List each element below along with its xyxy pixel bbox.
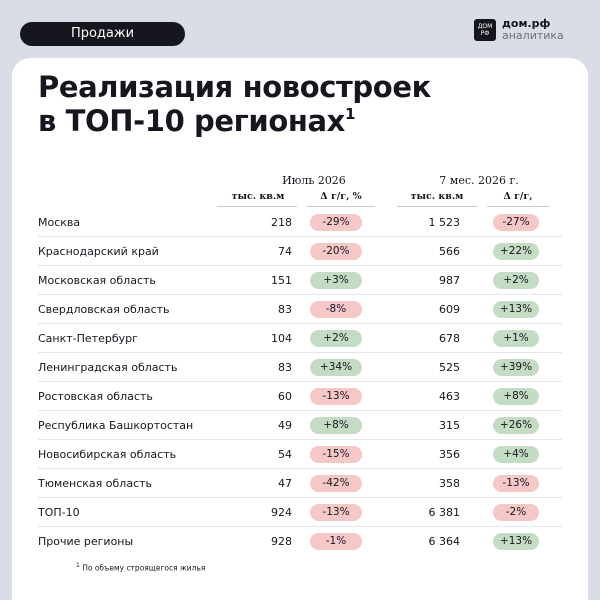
region-name: Краснодарский край xyxy=(38,245,159,258)
ytd-value: 463 xyxy=(439,390,460,403)
title-line1: Реализация новостроек xyxy=(38,70,431,104)
table-row: Московская область 151 +3% 987 +2% xyxy=(12,266,588,295)
table-row: Республика Башкортостан 49 +8% 315 +26% xyxy=(12,411,588,440)
july-value: 60 xyxy=(278,390,292,403)
table-row: Тюменская область 47 -42% 358 -13% xyxy=(12,469,588,498)
ytd-value: 566 xyxy=(439,245,460,258)
july-delta-badge: +2% xyxy=(310,330,362,347)
july-value: 47 xyxy=(278,477,292,490)
brand-logo: ДОМ РФ xyxy=(474,19,496,41)
table-row: Москва 218 -29% 1 523 -27% xyxy=(12,208,588,237)
table-row: Свердловская область 83 -8% 609 +13% xyxy=(12,295,588,324)
july-value: 83 xyxy=(278,361,292,374)
july-delta-badge: -15% xyxy=(310,446,362,463)
brand: ДОМ РФ дом.рф аналитика xyxy=(474,18,564,42)
ytd-delta-badge: -2% xyxy=(493,504,539,521)
sales-table: Москва 218 -29% 1 523 -27% Краснодарский край… xyxy=(12,208,588,556)
ytd-delta-badge: -27% xyxy=(493,214,539,231)
july-delta-badge: +34% xyxy=(310,359,362,376)
delta1-underline xyxy=(307,206,375,207)
july-value: 74 xyxy=(278,245,292,258)
ytd-value: 525 xyxy=(439,361,460,374)
july-value: 151 xyxy=(271,274,292,287)
brand-name: дом.рф xyxy=(502,17,551,30)
july-value: 104 xyxy=(271,332,292,345)
ytd-delta-badge: +4% xyxy=(493,446,539,463)
table-row: Ленинградская область 83 +34% 525 +39% xyxy=(12,353,588,382)
footnote-text: По объему строящегося жилья xyxy=(82,563,206,573)
region-name: Свердловская область xyxy=(38,303,170,316)
july-value: 49 xyxy=(278,419,292,432)
ytd-value: 1 523 xyxy=(428,216,461,229)
ytd-delta-badge: +22% xyxy=(493,243,539,260)
delta2-underline xyxy=(487,206,549,207)
july-delta-badge: +3% xyxy=(310,272,362,289)
ytd-delta-badge: +1% xyxy=(493,330,539,347)
region-name: Прочие регионы xyxy=(38,535,134,548)
region-name: Ленинградская область xyxy=(38,361,178,374)
table-row: Ростовская область 60 -13% 463 +8% xyxy=(12,382,588,411)
ytd-value: 356 xyxy=(439,448,460,461)
unit2-header: тыс. кв.м xyxy=(410,191,464,202)
title-footnote-mark: 1 xyxy=(344,105,356,123)
july-delta-badge: -8% xyxy=(310,301,362,318)
ytd-delta-badge: +26% xyxy=(493,417,539,434)
july-delta-badge: +8% xyxy=(310,417,362,434)
ytd-value: 315 xyxy=(439,419,460,432)
ytd-delta-badge: +2% xyxy=(493,272,539,289)
footnote: 1 По объему строящегося жилья xyxy=(76,562,205,573)
ytd-delta-badge: +13% xyxy=(493,533,539,550)
logo-line2: РФ xyxy=(480,30,490,37)
ytd-delta-badge: -13% xyxy=(493,475,539,492)
logo-line1: ДОМ xyxy=(477,23,493,30)
unit1-header: тыс. кв.м xyxy=(231,191,285,202)
period2-header: 7 мес. 2026 г. xyxy=(439,174,519,187)
table-row: Краснодарский край 74 -20% 566 +22% xyxy=(12,237,588,266)
footnote-mark: 1 xyxy=(76,562,80,569)
july-value: 924 xyxy=(271,506,292,519)
region-name: Республика Башкортостан xyxy=(38,419,194,432)
region-name: Ростовская область xyxy=(38,390,153,403)
table-row: ТОП-10 924 -13% 6 381 -2% xyxy=(12,498,588,527)
region-name: Новосибирская область xyxy=(38,448,177,461)
july-delta-badge: -42% xyxy=(310,475,362,492)
table-row: Прочие регионы 928 -1% 6 364 +13% xyxy=(12,527,588,556)
region-name: Москва xyxy=(38,216,81,229)
july-delta-badge: -13% xyxy=(310,388,362,405)
title-line2: в ТОП-10 регионах1 xyxy=(38,104,356,138)
july-delta-badge: -29% xyxy=(310,214,362,231)
region-name: Тюменская область xyxy=(38,477,153,490)
ytd-delta-badge: +13% xyxy=(493,301,539,318)
ytd-delta-badge: +39% xyxy=(493,359,539,376)
region-name: Санкт-Петербург xyxy=(38,332,138,345)
july-delta-badge: -20% xyxy=(310,243,362,260)
period1-header: Июль 2026 xyxy=(282,174,346,187)
ytd-delta-badge: +8% xyxy=(493,388,539,405)
table-row: Новосибирская область 54 -15% 356 +4% xyxy=(12,440,588,469)
july-delta-badge: -13% xyxy=(310,504,362,521)
unit1-underline xyxy=(217,206,297,207)
july-value: 218 xyxy=(271,216,292,229)
ytd-value: 609 xyxy=(439,303,460,316)
brand-subtitle: аналитика xyxy=(502,29,564,42)
july-delta-badge: -1% xyxy=(310,533,362,550)
table-row: Санкт-Петербург 104 +2% 678 +1% xyxy=(12,324,588,353)
ytd-value: 6 381 xyxy=(428,506,461,519)
page-title: Реализация новостроек в ТОП-10 регионах1 xyxy=(38,70,431,138)
ytd-value: 987 xyxy=(439,274,460,287)
delta1-header: Δ г/г, % xyxy=(320,191,362,202)
delta2-header: Δ г/г, xyxy=(503,191,533,202)
region-name: Московская область xyxy=(38,274,156,287)
july-value: 83 xyxy=(278,303,292,316)
region-name: ТОП-10 xyxy=(38,506,80,519)
ytd-value: 358 xyxy=(439,477,460,490)
july-value: 928 xyxy=(271,535,292,548)
ytd-value: 678 xyxy=(439,332,460,345)
content-card: Реализация новостроек в ТОП-10 регионах1… xyxy=(12,58,588,600)
july-value: 54 xyxy=(278,448,292,461)
ytd-value: 6 364 xyxy=(428,535,461,548)
unit2-underline xyxy=(397,206,477,207)
section-tag: Продажи xyxy=(20,22,185,46)
